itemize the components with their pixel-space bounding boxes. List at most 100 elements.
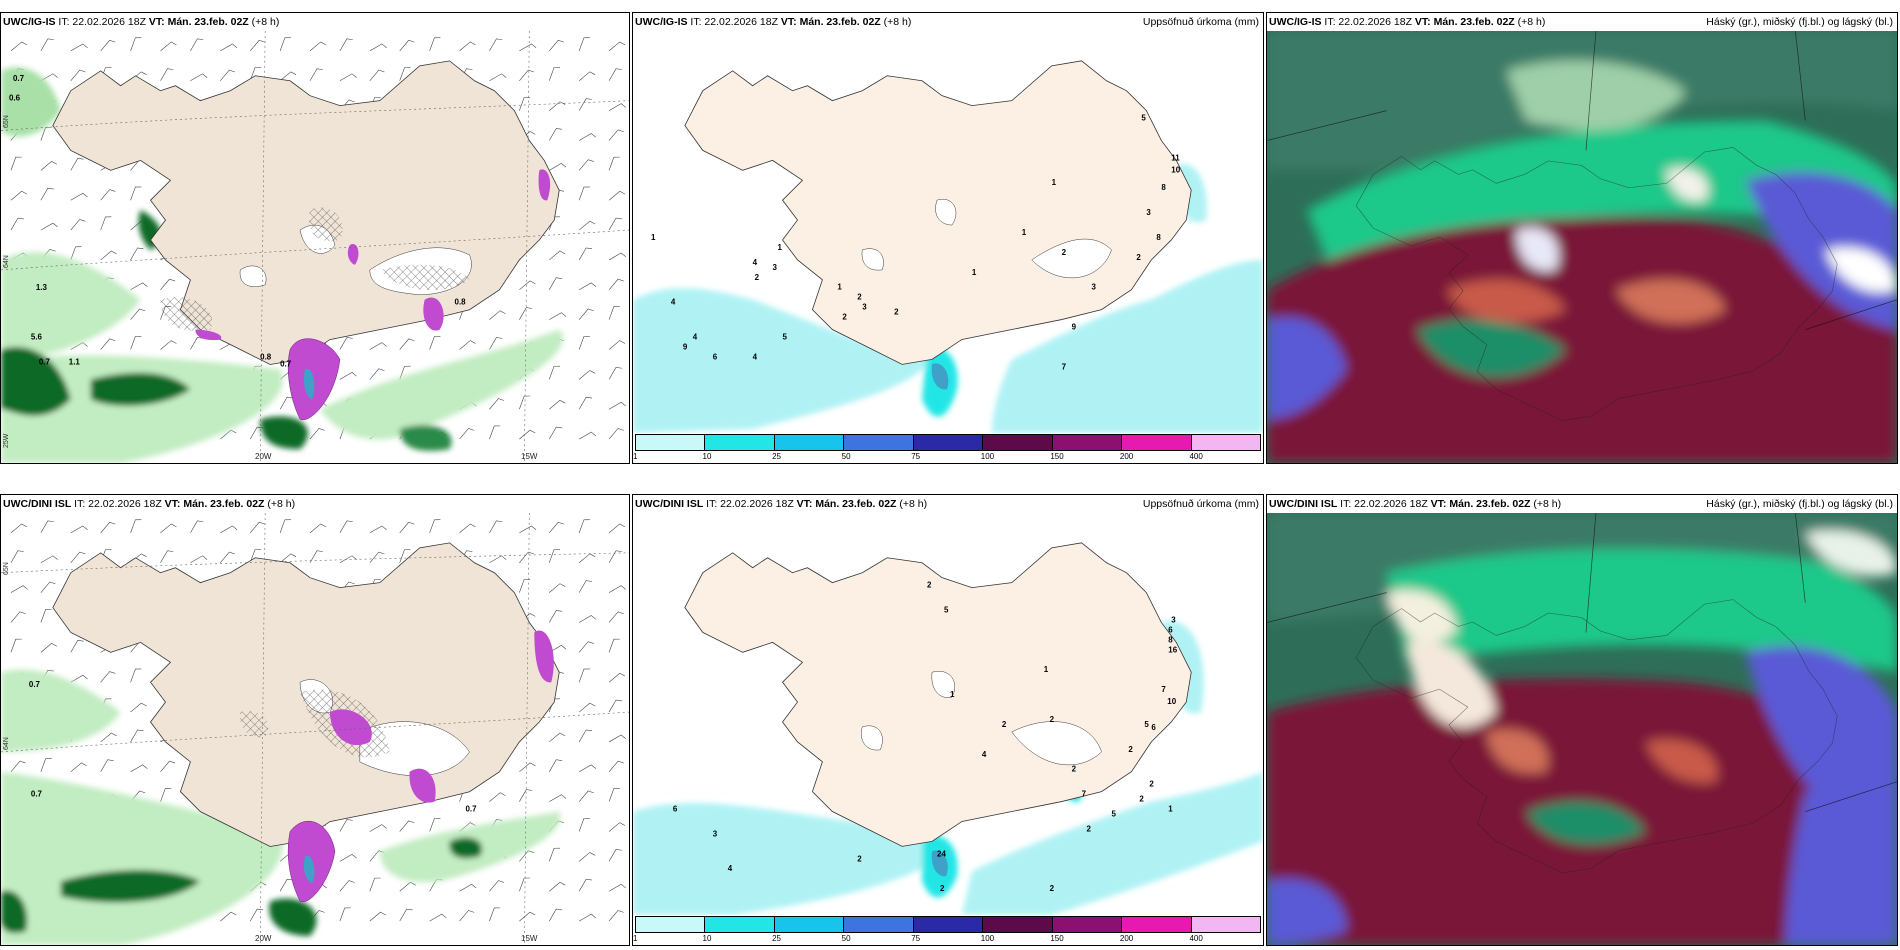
wind-barb <box>40 758 52 772</box>
wind-barb <box>489 792 506 802</box>
wind-barb <box>279 553 297 563</box>
lon-label-15w: 15W <box>521 934 538 943</box>
panel-bot-left: UWC/DINI ISL IT: 22.02.2026 18Z VT: Mán.… <box>0 494 630 946</box>
wind-barb <box>130 37 142 52</box>
value-label: 4 <box>728 864 733 873</box>
value-label: 1 <box>837 283 842 292</box>
value-label: 4 <box>753 352 758 361</box>
wind-barb <box>579 615 597 623</box>
wind-barb <box>548 277 563 290</box>
wind-barb <box>429 913 447 922</box>
magenta-precip <box>195 329 222 341</box>
value-label: 2 <box>857 293 862 302</box>
value-label: 3 <box>1171 615 1176 624</box>
model-name: UWC/DINI ISL <box>3 498 72 510</box>
value-label: 7 <box>1161 685 1166 694</box>
wind-barb <box>70 674 88 683</box>
colorbar-tick-label: 200 <box>1119 934 1134 943</box>
wind-barb <box>369 69 385 81</box>
value-label: 3 <box>1092 283 1097 292</box>
wind-barb <box>10 638 22 653</box>
wind-barb <box>549 163 567 171</box>
wind-barb <box>70 69 86 81</box>
colorbar-segment <box>774 435 845 450</box>
magenta-precip <box>347 244 359 265</box>
colorbar-segment <box>913 435 984 450</box>
precip-map[interactable]: 1 4 3 1 2 1 2 3 2 2 4 9 5 6 4 4 1 1 2 1 5 11 10 8 3 8 2 3 9 7 <box>633 31 1263 433</box>
value-label: 2 <box>1050 715 1055 724</box>
valid-time-label: VT: <box>1430 498 1447 510</box>
value-label: 5 <box>1144 720 1149 729</box>
panel-top-mid: UWC/IG-IS IT: 22.02.2026 18Z VT: Mán. 23… <box>632 12 1264 464</box>
valid-time-label: VT: <box>796 498 813 510</box>
wind-barb <box>339 337 353 350</box>
wind-barb <box>548 549 561 563</box>
value-label: 24 <box>937 849 946 858</box>
wind-barb <box>459 883 477 892</box>
wind-barb <box>608 129 624 141</box>
panel-header: UWC/IG-IS IT: 22.02.2026 18Z VT: Mán. 23… <box>3 16 279 28</box>
lon-label-25w: 25W <box>3 433 10 448</box>
wind-barb <box>279 396 294 410</box>
wind-barb <box>130 668 142 683</box>
wind-precip-map[interactable]: 0.7 0.7 0.7 <box>1 513 629 945</box>
wind-barb <box>548 610 563 623</box>
init-time: IT: 22.02.2026 18Z <box>690 16 778 28</box>
wind-barb <box>369 342 387 350</box>
hatched-area <box>309 207 343 242</box>
wind-barb <box>548 365 561 380</box>
wind-barb <box>70 551 86 563</box>
wind-precip-map[interactable]: 0.7 0.6 1.3 5.6 1.1 0.7 0.8 0.7 0.8 <box>1 31 629 463</box>
colorbar-ticks: 1 10 25 50 75 100 150 200 400 <box>633 934 1261 944</box>
wind-barb <box>160 788 172 802</box>
wind-barb <box>519 69 535 81</box>
wind-barb <box>489 880 505 892</box>
wind-barb <box>489 555 507 564</box>
panel-right-title: Háský (gr.), miðský (fj.bl.) og lágský (… <box>1706 498 1893 510</box>
wind-barb <box>100 671 116 683</box>
wind-barb <box>459 523 476 534</box>
precip-map[interactable]: 2 5 3 6 8 16 1 1 2 7 10 5 6 2 2 2 2 1 2 4 7 6 3 2 4 5 2 2 24 2 <box>633 513 1263 915</box>
wind-barb <box>519 579 531 593</box>
wind-barb <box>160 550 174 563</box>
wind-barb <box>519 307 533 320</box>
wind-barb <box>399 549 411 563</box>
colorbar-segment <box>844 435 914 450</box>
wind-barb <box>608 252 626 261</box>
cloud-map[interactable] <box>1267 513 1897 945</box>
wind-barb <box>249 39 265 52</box>
wind-barb <box>519 551 535 563</box>
wind-barb <box>549 39 565 52</box>
wind-barb <box>40 73 58 82</box>
wind-barb <box>578 335 590 350</box>
value-label: 2 <box>842 313 847 322</box>
value-label: 1.1 <box>69 357 81 366</box>
wind-barb <box>429 519 441 534</box>
value-label: 10 <box>1167 697 1176 706</box>
value-label: 0.8 <box>455 298 467 307</box>
colorbar-tick-label: 25 <box>772 452 782 461</box>
value-label: 0.8 <box>260 352 272 361</box>
value-label: 1 <box>972 268 977 277</box>
value-label: 7 <box>1082 790 1087 799</box>
model-name: UWC/IG-IS <box>1269 16 1322 28</box>
wind-barb <box>399 908 413 922</box>
panel-bot-mid: UWC/DINI ISL IT: 22.02.2026 18Z VT: Mán.… <box>632 494 1264 946</box>
value-label: 1 <box>950 690 955 699</box>
wind-barb <box>578 553 596 563</box>
value-label: 0.7 <box>29 680 41 689</box>
panel-top-right: UWC/IG-IS IT: 22.02.2026 18Z VT: Mán. 23… <box>1266 12 1898 464</box>
cloud-map[interactable] <box>1267 31 1897 463</box>
value-label: 9 <box>1072 323 1077 332</box>
wind-barb <box>160 340 177 350</box>
model-name: UWC/IG-IS <box>3 16 56 28</box>
value-label: 2 <box>1087 824 1092 833</box>
value-label: 1 <box>1052 178 1057 187</box>
value-label: 16 <box>1168 645 1177 654</box>
wind-barb <box>369 551 385 563</box>
wind-barb <box>489 398 505 410</box>
wind-barb <box>130 764 148 773</box>
wind-barb <box>220 429 237 440</box>
lat-label-64n: 64N <box>3 255 10 268</box>
